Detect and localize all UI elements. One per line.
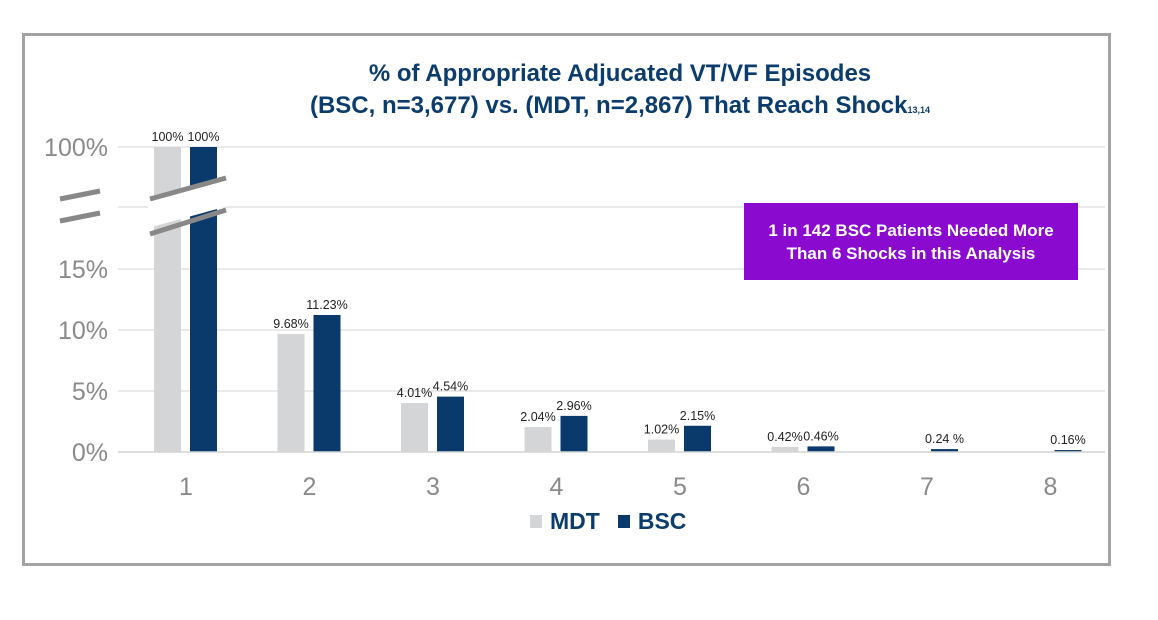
data-label-bsc: 11.23% — [306, 298, 347, 312]
legend: MDT BSC — [530, 508, 694, 535]
bar-mdt — [648, 439, 675, 452]
axis-break-gap — [148, 176, 228, 228]
bar-mdt — [401, 403, 428, 452]
data-label-mdt: 0.42% — [767, 430, 802, 444]
data-label-mdt: 100% — [152, 130, 184, 144]
chart-title: % of Appropriate Adjucated VT/VF Episode… — [0, 58, 1158, 122]
legend-item-mdt: MDT — [530, 508, 600, 535]
data-label-mdt: 1.02% — [644, 423, 679, 437]
y-tick-label: 100% — [44, 134, 108, 162]
bar-bsc — [313, 314, 341, 452]
legend-swatch-bsc — [617, 515, 630, 528]
bar-bsc — [437, 396, 464, 452]
bar-mdt — [524, 427, 552, 452]
data-label-bsc: 4.54% — [433, 380, 468, 394]
data-label-mdt: 4.01% — [397, 386, 432, 400]
data-label-bsc: 100% — [188, 130, 220, 144]
chart-title-line2-text: (BSC, n=3,677) vs. (MDT, n=2,867) That R… — [309, 92, 908, 119]
y-tick-label: 0% — [72, 439, 108, 467]
data-label-mdt: 9.68% — [273, 317, 308, 331]
bar-mdt — [277, 333, 305, 452]
chart-title-line2: (BSC, n=3,677) vs. (MDT, n=2,867) That R… — [0, 90, 1158, 122]
bar-bsc — [807, 446, 835, 452]
x-tick-label: 1 — [179, 473, 193, 501]
annotation-box: 1 in 142 BSC Patients Needed More Than 6… — [744, 203, 1078, 280]
data-label-mdt: 2.04% — [520, 410, 555, 424]
bar-bsc — [1054, 450, 1082, 452]
bar-bsc — [684, 425, 711, 452]
x-tick-label: 5 — [673, 473, 687, 501]
legend-label-bsc: BSC — [637, 508, 687, 534]
legend-item-bsc: BSC — [617, 508, 687, 535]
x-tick-label: 6 — [797, 473, 811, 501]
y-tick-label: 15% — [58, 256, 108, 284]
bar-break-mark — [149, 207, 227, 237]
x-tick-label: 8 — [1044, 473, 1058, 501]
axis-break-mark — [59, 210, 101, 224]
bar-mdt — [771, 446, 799, 452]
x-tick-label: 7 — [920, 473, 934, 501]
x-tick-label: 4 — [550, 473, 564, 501]
data-label-bsc: 0.24 % — [925, 432, 964, 446]
annotation-line2: Than 6 Shocks in this Analysis — [786, 243, 1036, 263]
bar-bsc — [560, 415, 588, 452]
legend-label-mdt: MDT — [550, 508, 600, 534]
data-label-bsc: 0.46% — [803, 429, 838, 443]
chart-title-line1: % of Appropriate Adjucated VT/VF Episode… — [368, 60, 872, 87]
data-label-bsc: 2.15% — [680, 409, 715, 423]
axis-break-mark — [59, 188, 101, 202]
bar-break-mark — [149, 175, 227, 202]
y-tick-label: 10% — [58, 317, 108, 345]
x-tick-label: 2 — [303, 473, 317, 501]
bar-bsc — [931, 449, 958, 452]
x-tick-label: 3 — [426, 473, 440, 501]
y-tick-label: 5% — [72, 378, 108, 406]
data-label-bsc: 0.16% — [1050, 433, 1085, 447]
title-superscript: 13,14 — [907, 105, 931, 115]
data-label-bsc: 2.96% — [556, 399, 591, 413]
annotation-line1: 1 in 142 BSC Patients Needed More — [768, 220, 1054, 240]
legend-swatch-mdt — [530, 515, 542, 528]
